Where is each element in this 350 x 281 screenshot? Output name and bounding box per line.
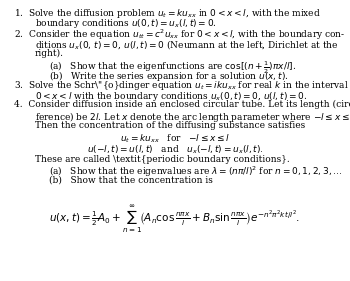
- Text: 3.  Solve the Schr\"{o}dinger equation $u_t = iku_{xx}$ for real $k$ in the inte: 3. Solve the Schr\"{o}dinger equation $u…: [14, 79, 349, 92]
- Text: $0 < x < l$ with the boundary conditions $u_x(0, t) = 0$, $u(l, t) = 0$.: $0 < x < l$ with the boundary conditions…: [35, 90, 307, 103]
- Text: ference) be $2l$. Let $x$ denote the arc length parameter where $-l \leq x \leq : ference) be $2l$. Let $x$ denote the arc…: [35, 110, 350, 124]
- Text: (a)   Show that the eigenfunctions are $\cos[(n + \frac{1}{2})\pi x/l]$.: (a) Show that the eigenfunctions are $\c…: [49, 59, 296, 76]
- Text: $u(x,t) = \frac{1}{2}A_0 + \sum_{n=1}^{\infty}\!\left(A_n \cos\frac{n\pi x}{l} +: $u(x,t) = \frac{1}{2}A_0 + \sum_{n=1}^{\…: [49, 204, 301, 235]
- Text: 1.  Solve the diffusion problem $u_t = ku_{xx}$ in $0 < x < l$, with the mixed: 1. Solve the diffusion problem $u_t = ku…: [14, 7, 321, 20]
- Text: $u(-l, t) = u(l, t)$   and   $u_x(-l, t) = u_x(l, t).$: $u(-l, t) = u(l, t)$ and $u_x(-l, t) = u…: [87, 144, 263, 156]
- Text: (b)   Show that the concentration is: (b) Show that the concentration is: [49, 175, 213, 184]
- Text: (a)   Show that the eigenvalues are $\lambda = (n\pi/l)^2$ for $n = 0, 1, 2, 3, : (a) Show that the eigenvalues are $\lamb…: [49, 165, 343, 179]
- Text: (b)   Write the series expansion for a solution $u(x, t)$.: (b) Write the series expansion for a sol…: [49, 69, 289, 83]
- Text: 4.  Consider diffusion inside an enclosed circular tube. Let its length (circum-: 4. Consider diffusion inside an enclosed…: [14, 100, 350, 109]
- Text: right).: right).: [35, 49, 64, 58]
- Text: ditions $u_x(0,\,t) = 0$, $u(l, t) = 0$ (Neumann at the left, Dirichlet at the: ditions $u_x(0,\,t) = 0$, $u(l, t) = 0$ …: [35, 38, 338, 51]
- Text: $u_t = ku_{xx}$   for   $-l \leq x \leq l$: $u_t = ku_{xx}$ for $-l \leq x \leq l$: [120, 132, 230, 144]
- Text: 2.  Consider the equation $u_{tt} = c^2u_{xx}$ for $0 < x < l$, with the boundar: 2. Consider the equation $u_{tt} = c^2u_…: [14, 28, 345, 42]
- Text: These are called \textit{periodic boundary conditions}.: These are called \textit{periodic bounda…: [35, 155, 290, 164]
- Text: Then the concentration of the diffusing substance satisfies: Then the concentration of the diffusing …: [35, 121, 305, 130]
- Text: boundary conditions $u(0, t) = u_x(l, t) = 0$.: boundary conditions $u(0, t) = u_x(l, t)…: [35, 17, 217, 30]
